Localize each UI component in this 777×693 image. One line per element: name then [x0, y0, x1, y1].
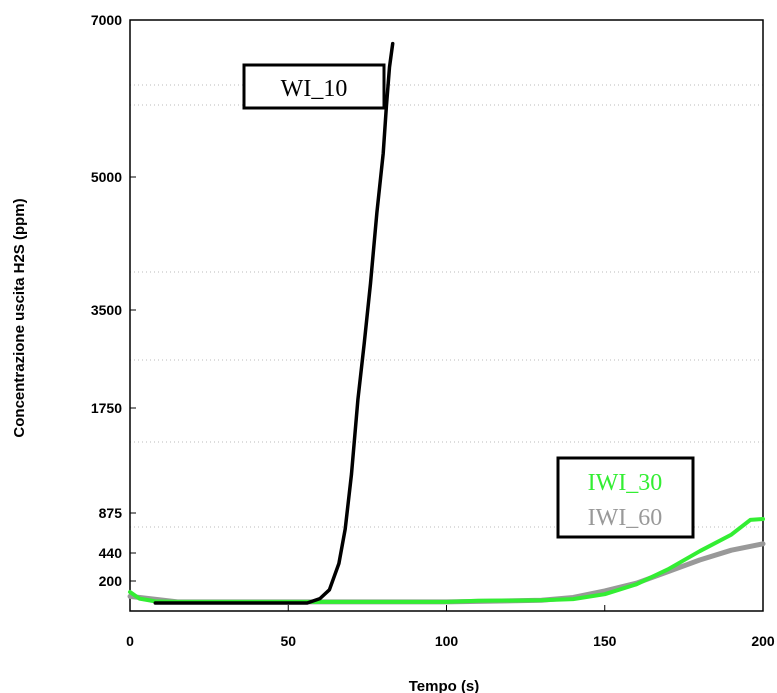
series-lines: [127, 41, 766, 605]
series-line-iwi-60: [127, 541, 766, 605]
x-tick-label: 100: [435, 633, 459, 649]
legend-label-iwi30: IWI_30: [588, 470, 663, 496]
series-line-wi-10: [153, 41, 395, 605]
y-tick-label: 1750: [91, 400, 122, 416]
y-tick-label: 875: [99, 505, 123, 521]
x-tick-label: 0: [126, 633, 134, 649]
y-tick-label: 440: [99, 545, 123, 561]
x-tick-label: 150: [593, 633, 617, 649]
y-tick-label: 200: [99, 573, 123, 589]
axis-ticks: 0 50 100 150 200 200 440 875 1750 3500 5000 7000: [91, 12, 775, 649]
legend-box-iwi: IWI_30 IWI_60: [556, 456, 695, 539]
legend-label-wi10: WI_10: [281, 76, 348, 102]
x-tick-label: 50: [280, 633, 296, 649]
y-axis-title: Concentrazione uscita H2S (ppm): [11, 198, 28, 437]
x-tick-label: 200: [751, 633, 775, 649]
legend-box-wi10: WI_10: [242, 63, 386, 110]
x-axis-title: Tempo (s): [409, 678, 480, 693]
legend-box-wi10-frame: [242, 63, 386, 110]
y-tick-label: 7000: [91, 12, 122, 28]
y-tick-label: 3500: [91, 302, 122, 318]
legend-box-iwi-frame: [556, 456, 695, 539]
y-tick-label: 5000: [91, 169, 122, 185]
legend-label-iwi60: IWI_60: [588, 505, 663, 531]
gridlines: [130, 84, 763, 528]
